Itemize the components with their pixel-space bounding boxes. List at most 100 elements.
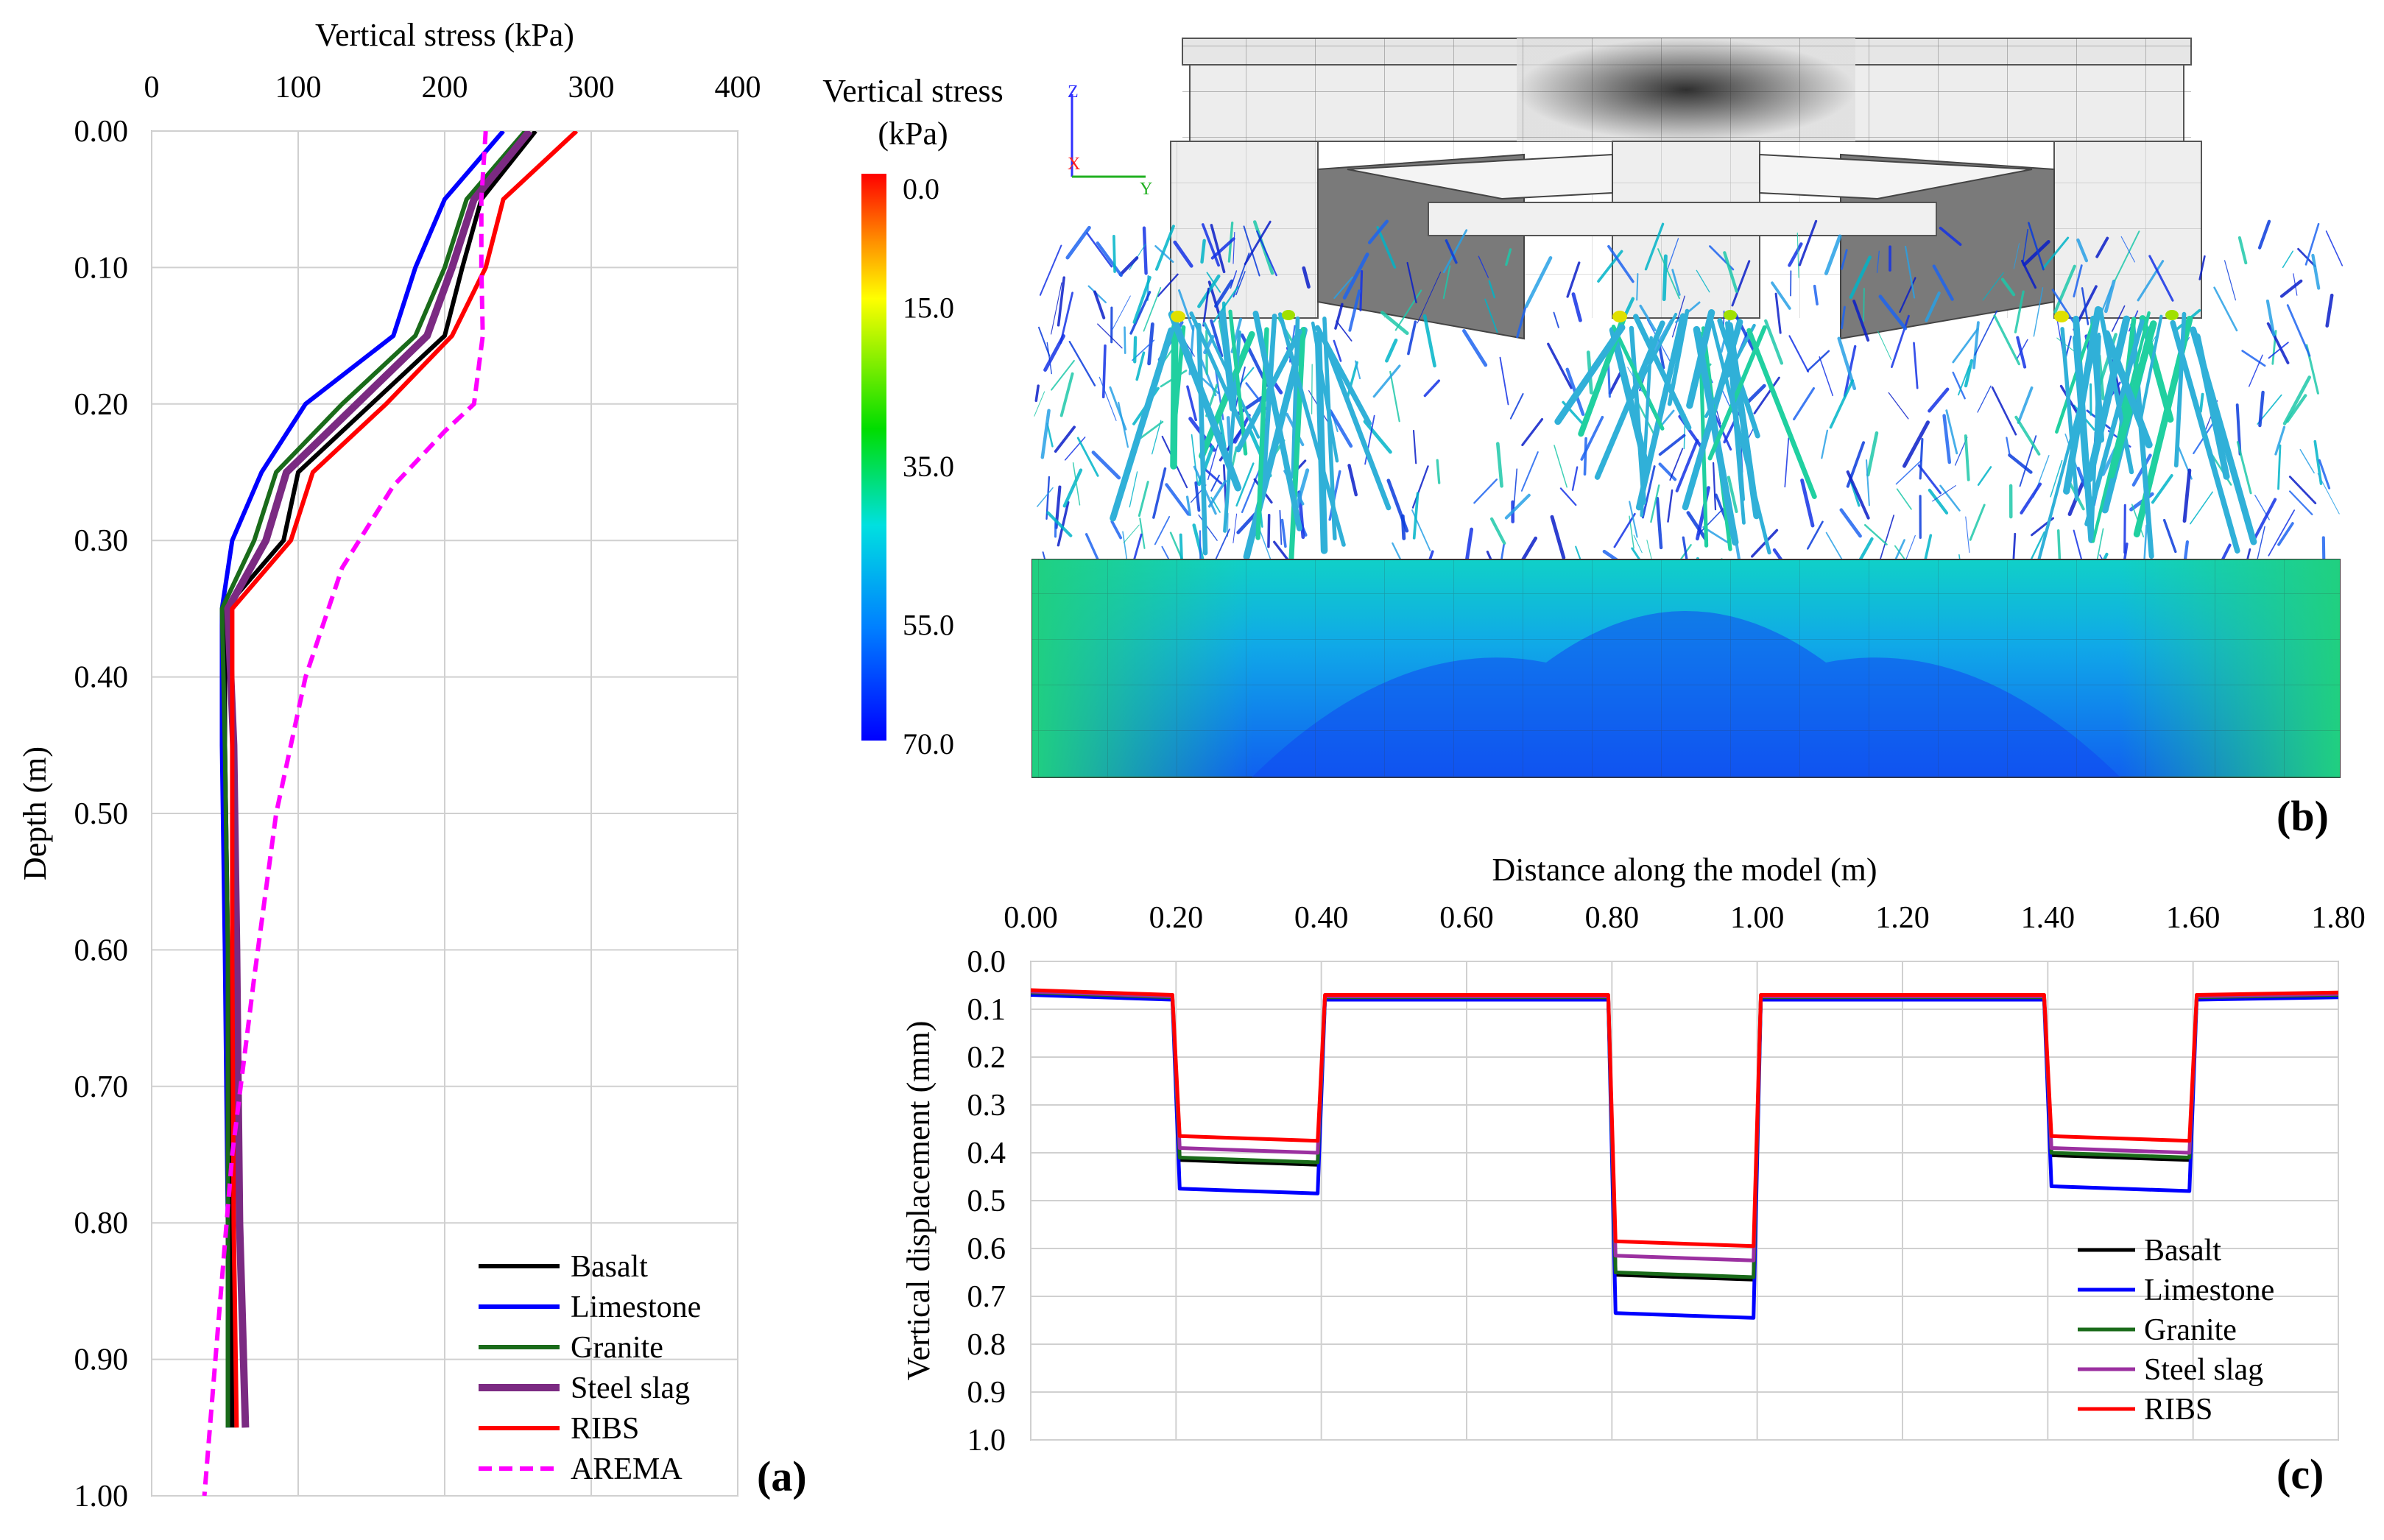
force-chain: [1895, 459, 1922, 485]
force-chain-strong: [2139, 314, 2163, 422]
contact-high-stress: [1724, 310, 1737, 320]
force-chain: [1488, 280, 1496, 299]
panel-a-stress-depth-chart: 0 100 200 300 400 0.000.100.200.300.400.500.…: [17, 17, 807, 1513]
x-tick-label: 1.00: [1730, 901, 1785, 935]
contact-high-stress: [2165, 310, 2179, 320]
force-chain-strong: [1686, 309, 1715, 409]
force-chain: [1977, 466, 1992, 486]
axis-z-label: Z: [1068, 82, 1079, 102]
force-chain: [1607, 244, 1634, 283]
force-chain-strong: [2084, 319, 2145, 527]
force-chain: [1411, 465, 1429, 509]
force-chain: [1210, 474, 1220, 492]
force-chain: [1852, 300, 1870, 342]
force-chain: [2089, 383, 2092, 416]
force-chain: [2279, 279, 2303, 298]
force-chain: [1110, 520, 1123, 540]
force-chain: [1059, 372, 1074, 417]
force-chain: [2008, 453, 2033, 474]
force-chain: [2013, 243, 2020, 269]
force-chain: [1138, 420, 1164, 441]
force-chain: [1952, 371, 1966, 400]
panel-c-displacement-chart: 0.00 0.20 0.40 0.60 0.80 1.00 1.20 1.40 1.60 1.80…: [900, 852, 2366, 1498]
force-chain: [1112, 235, 1116, 273]
x-tick-label: 1.80: [2311, 901, 2366, 935]
force-chain-strong: [2190, 326, 2257, 545]
force-chain: [1671, 269, 1681, 296]
force-chain: [1713, 462, 1717, 511]
force-chain: [2020, 259, 2037, 289]
force-chain: [1662, 254, 1668, 302]
force-chain: [2325, 293, 2334, 328]
y-tick-label: 0.30: [74, 524, 129, 558]
force-chain: [2248, 354, 2263, 387]
force-chain-strong: [2037, 332, 2101, 562]
force-chain: [1376, 226, 1397, 269]
force-chain: [2299, 449, 2315, 474]
force-chain: [1974, 310, 1998, 356]
y-tick-label: 0.10: [74, 251, 129, 285]
force-chain: [2257, 219, 2271, 250]
force-chain: [1964, 434, 1970, 481]
force-chain: [1210, 237, 1235, 260]
colorbar-tick-labels: 0.0 15.0 35.0 55.0 70.0: [903, 172, 954, 760]
force-chain: [1445, 239, 1458, 264]
y-tick-label: 0.1: [967, 993, 1006, 1027]
force-chain-strong: [1640, 336, 1653, 518]
force-chain: [1235, 462, 1255, 507]
force-chain-strong: [1291, 316, 1300, 479]
legend-label: Basalt: [571, 1250, 648, 1284]
force-chain: [1939, 484, 1961, 512]
force-chain: [1945, 409, 1958, 455]
force-chain: [1876, 250, 1880, 273]
track-model-illustration: Z X Y: [1031, 38, 2344, 778]
force-chain-strong: [1693, 325, 1739, 546]
force-chain: [1194, 481, 1201, 512]
x-tick-label: 200: [422, 71, 468, 105]
force-chain: [1417, 272, 1442, 324]
force-chain: [1784, 437, 1790, 488]
colorbar-tick-label: 55.0: [903, 608, 954, 641]
force-chain: [1348, 289, 1361, 332]
force-chain-strong: [2173, 311, 2187, 468]
y-tick-labels-c: 0.0 0.1 0.2 0.3 0.4 0.5 0.6 0.7 0.8 0.9 1.0: [967, 945, 1006, 1458]
force-chain: [2151, 474, 2173, 504]
force-chain: [1202, 287, 1210, 327]
force-chain: [1328, 409, 1353, 448]
x-tick-label: 0.20: [1149, 901, 1204, 935]
force-chain: [2114, 230, 2140, 282]
force-chain: [2288, 476, 2317, 504]
force-chain: [2022, 228, 2028, 265]
force-chain: [1667, 489, 1674, 523]
force-chain: [1473, 478, 1498, 504]
force-chain: [1201, 223, 1220, 267]
panel-label-b: (b): [2277, 792, 2329, 840]
force-chain: [1038, 326, 1051, 357]
colorbar-tick-label: 15.0: [903, 292, 954, 325]
force-chain: [1807, 520, 1824, 550]
force-chain: [1407, 320, 1417, 356]
force-chain: [1412, 429, 1417, 465]
force-chain: [1658, 462, 1677, 481]
force-chain: [1235, 271, 1246, 296]
force-chain: [1939, 226, 1962, 247]
force-chain: [2120, 236, 2135, 263]
force-chain-strong: [1311, 321, 1339, 463]
force-chain: [1165, 483, 1191, 516]
force-chain: [2000, 278, 2016, 297]
force-chain: [1553, 311, 1559, 328]
force-chain: [1057, 501, 1070, 547]
force-chain: [1051, 282, 1062, 335]
force-chain: [1774, 292, 1782, 334]
force-chain: [2241, 350, 2266, 367]
force-chain: [1054, 425, 1076, 453]
force-chain: [2304, 222, 2320, 266]
force-chain: [1210, 224, 1226, 274]
force-chain: [1034, 391, 1045, 417]
force-chain: [2313, 439, 2323, 485]
force-chain: [1345, 361, 1358, 403]
force-chain: [1547, 342, 1573, 389]
force-chain: [2318, 459, 2331, 490]
force-chain: [1731, 260, 1751, 307]
